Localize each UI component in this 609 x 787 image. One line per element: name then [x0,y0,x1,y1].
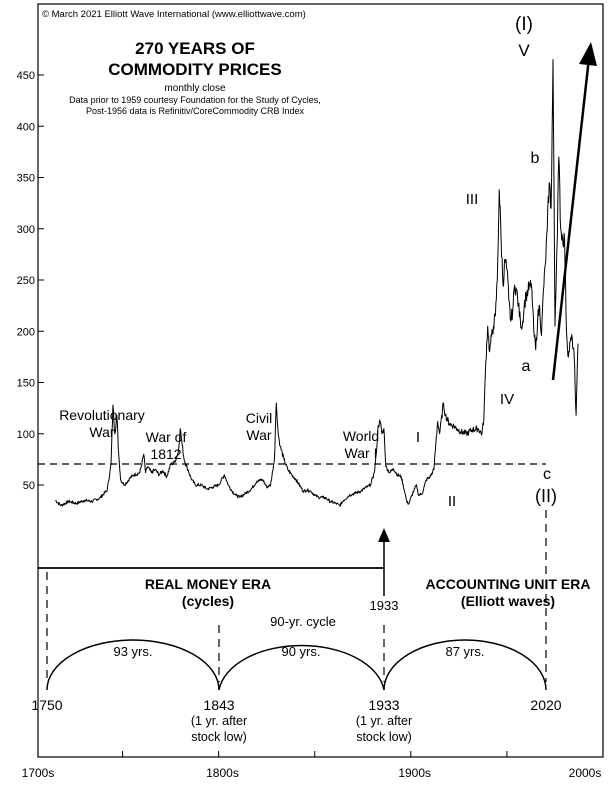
chart-note-line2: Post-1956 data is Refinitiv/CoreCommodit… [86,106,305,116]
y-tick-label: 250 [17,275,35,287]
era-accounting-label: ACCOUNTING UNIT ERA [426,576,591,592]
chart-title-line1: 270 YEARS OF [135,39,255,58]
y-tick-label: 450 [17,70,35,82]
cycle-arc-1 [46,639,220,691]
label-1933-arrow: 1933 [370,598,399,613]
x-tick-label: 1800s [206,766,239,780]
note-1933-line2: stock low) [356,730,412,744]
year-1933-label: 1933 [368,697,399,713]
wave-label-c: c [543,466,551,483]
wave-label-III: III [466,191,479,208]
y-tick-label: 200 [17,326,35,338]
y-tick-label: 150 [17,378,35,390]
label-war1812-2: 1812 [150,446,181,462]
x-axis: 1700s 1800s 1900s 2000s [22,751,604,780]
x-tick-label: 2000s [569,766,602,780]
y-tick-label: 100 [17,429,35,441]
note-1933-line1: (1 yr. after [356,714,412,728]
y-tick-label: 350 [17,173,35,185]
y-tick-label: 50 [23,480,35,492]
projection-arrowhead [579,42,597,66]
era-accounting-sublabel: (Elliott waves) [461,593,555,609]
y-axis: 50 100 150 200 250 300 350 400 450 [17,70,44,492]
note-1843-line2: stock low) [191,730,247,744]
label-civil-2: War [246,427,271,443]
cycle-90-label: 90 yrs. [281,644,320,659]
y-tick-label: 400 [17,121,35,133]
label-ww1-1: World [343,428,379,444]
era-real-money-label: REAL MONEY ERA [145,576,271,592]
arrow-1933-head [378,528,390,542]
note-1843-line1: (1 yr. after [191,714,247,728]
copyright-text: © March 2021 Elliott Wave International … [42,9,306,20]
wave-label-V: V [518,41,530,60]
cycle-arc-3 [383,639,547,691]
wave-label-big-II: (II) [535,486,557,506]
label-war1812-1: War of [146,429,187,445]
chart-frame [37,3,604,758]
wave-label-IV: IV [500,391,514,408]
x-tick-label: 1700s [22,766,55,780]
era-real-money-sublabel: (cycles) [182,593,234,609]
year-2020-label: 2020 [530,697,561,713]
wave-label-I: I [416,429,420,446]
y-tick-label: 300 [17,224,35,236]
label-ww1-2: War I [345,445,378,461]
chart-subtitle: monthly close [164,83,226,94]
chart-title-line2: COMMODITY PRICES [108,60,281,79]
year-1843-label: 1843 [203,697,234,713]
wave-label-a: a [522,358,531,375]
year-1750-label: 1750 [31,697,62,713]
chart-note-line1: Data prior to 1959 courtesy Foundation f… [69,95,321,105]
label-revolutionary-2: War [89,424,114,440]
wave-label-II: II [448,493,456,510]
cycle-90yr-label: 90-yr. cycle [270,614,336,629]
cycle-93-label: 93 yrs. [113,644,152,659]
cycle-87-label: 87 yrs. [445,644,484,659]
label-revolutionary-1: Revolutionary [59,407,145,423]
projection-arrow-line [551,57,591,381]
x-tick-label: 1900s [398,766,431,780]
price-series-line [54,59,579,507]
wave-label-b: b [531,150,540,167]
cycle-arc-2 [218,644,385,691]
label-civil-1: Civil [246,410,272,426]
wave-label-big-I: (I) [515,14,533,35]
